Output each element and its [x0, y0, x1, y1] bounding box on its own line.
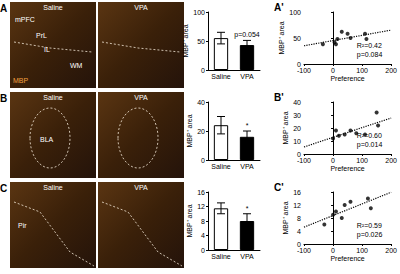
svg-text:MBP⁺ area: MBP⁺ area	[278, 21, 285, 54]
svg-text:8: 8	[297, 215, 301, 222]
svg-text:Saline: Saline	[211, 253, 231, 260]
svg-text:VPA: VPA	[134, 4, 148, 11]
svg-text:20: 20	[197, 128, 205, 135]
svg-text:MBP⁺ area: MBP⁺ area	[186, 204, 193, 237]
svg-text:VPA: VPA	[240, 253, 254, 260]
svg-text:p=0.084: p=0.084	[357, 51, 383, 59]
svg-text:0: 0	[297, 150, 301, 158]
svg-text:100: 100	[193, 9, 205, 16]
svg-text:A: A	[0, 3, 7, 14]
svg-text:Saline: Saline	[211, 163, 231, 170]
svg-text:Saline: Saline	[43, 4, 63, 11]
svg-text:VPA: VPA	[134, 184, 148, 191]
svg-text:R²=0.59: R²=0.59	[357, 222, 382, 229]
svg-text:B': B'	[274, 92, 284, 103]
svg-text:mPFC: mPFC	[15, 16, 35, 23]
svg-text:Saline: Saline	[43, 94, 63, 101]
svg-text:Pir: Pir	[18, 222, 27, 229]
svg-text:16: 16	[293, 189, 301, 196]
svg-text:-100: -100	[297, 67, 311, 74]
svg-text:200: 200	[385, 67, 397, 74]
svg-text:MBP⁺ area: MBP⁺ area	[282, 111, 289, 144]
svg-text:Saline: Saline	[211, 73, 231, 80]
svg-text:0: 0	[331, 157, 335, 164]
svg-text:40: 40	[197, 99, 205, 106]
svg-text:100: 100	[356, 247, 368, 254]
svg-text:100: 100	[289, 9, 301, 16]
svg-text:30: 30	[293, 112, 301, 119]
svg-text:-100: -100	[297, 247, 311, 254]
svg-text:Saline: Saline	[43, 184, 63, 191]
svg-text:VPA: VPA	[240, 163, 254, 170]
svg-text:0: 0	[297, 60, 301, 68]
svg-text:12: 12	[293, 202, 301, 209]
svg-text:C: C	[0, 183, 7, 194]
svg-text:p=0.014: p=0.014	[357, 141, 383, 149]
svg-text:4: 4	[201, 232, 205, 239]
svg-text:0: 0	[201, 247, 205, 254]
svg-text:0: 0	[201, 67, 205, 74]
svg-text:4: 4	[297, 228, 301, 235]
svg-text:20: 20	[293, 125, 301, 132]
svg-text:R²=0.60: R²=0.60	[357, 132, 382, 139]
svg-text:200: 200	[385, 247, 397, 254]
svg-text:BLA: BLA	[40, 136, 54, 143]
svg-text:0: 0	[201, 157, 205, 164]
svg-text:0: 0	[331, 247, 335, 254]
svg-text:Preference: Preference	[330, 75, 364, 82]
svg-text:IL: IL	[44, 46, 50, 53]
svg-text:Preference: Preference	[330, 255, 364, 262]
svg-text:40: 40	[293, 99, 301, 106]
svg-text:p=0.026: p=0.026	[357, 231, 383, 239]
svg-text:VPA: VPA	[240, 73, 254, 80]
svg-text:MBP⁺ area: MBP⁺ area	[282, 201, 289, 234]
svg-text:0: 0	[297, 240, 301, 248]
svg-text:MBP⁺ area: MBP⁺ area	[182, 24, 189, 57]
svg-text:WM: WM	[70, 62, 83, 69]
svg-text:p=0.054: p=0.054	[234, 31, 260, 39]
svg-text:100: 100	[356, 67, 368, 74]
svg-text:50: 50	[293, 35, 301, 42]
svg-text:*: *	[246, 122, 249, 129]
svg-text:PrL: PrL	[36, 32, 47, 39]
svg-text:MBP: MBP	[13, 77, 29, 84]
svg-text:R²=0.42: R²=0.42	[357, 42, 382, 49]
svg-text:VPA: VPA	[134, 94, 148, 101]
svg-text:C': C'	[274, 182, 284, 193]
svg-text:50: 50	[197, 38, 205, 45]
svg-text:10: 10	[293, 138, 301, 145]
svg-text:12: 12	[197, 203, 205, 210]
svg-text:A': A'	[274, 2, 284, 13]
svg-text:B: B	[0, 93, 7, 104]
svg-text:*: *	[246, 205, 249, 212]
svg-text:8: 8	[201, 218, 205, 225]
svg-text:16: 16	[197, 189, 205, 196]
svg-text:100: 100	[356, 157, 368, 164]
svg-text:0: 0	[331, 67, 335, 74]
svg-text:Preference: Preference	[330, 165, 364, 172]
svg-text:200: 200	[385, 157, 397, 164]
svg-text:MBP⁺ area: MBP⁺ area	[186, 114, 193, 147]
svg-text:-100: -100	[297, 157, 311, 164]
